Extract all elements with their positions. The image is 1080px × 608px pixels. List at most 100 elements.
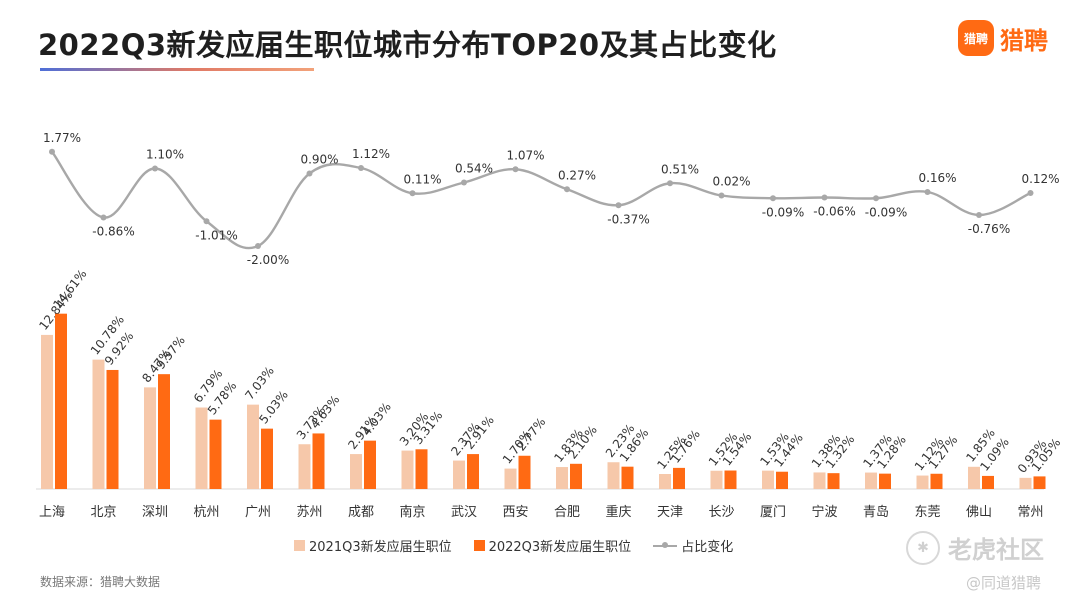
brand-logo-text: 猎聘 [1000, 26, 1048, 55]
bar-2021-18 [968, 466, 980, 489]
category-label-18: 佛山 [966, 505, 992, 520]
category-label-6: 成都 [348, 505, 374, 520]
change-point-1 [100, 214, 107, 221]
bar-2022-7 [415, 449, 428, 489]
change-point-17 [924, 189, 931, 195]
change-point-18 [976, 212, 982, 218]
bar-2022-17 [930, 473, 943, 489]
legend-item-2022: 2022Q3新发应届生职位 [473, 536, 632, 555]
change-point-3 [203, 218, 210, 225]
bar-2021-8 [453, 460, 465, 489]
chart-legend: 2021Q3新发应届生职位 2022Q3新发应届生职位 占比变化 [294, 536, 755, 555]
category-label-1: 北京 [90, 505, 116, 520]
change-point-9 [512, 166, 519, 173]
bar-2022-19 [1033, 476, 1046, 489]
bar-2021-3 [195, 407, 208, 489]
bar-2021-19 [1019, 477, 1032, 489]
bar-2022-0 [55, 313, 67, 489]
page-title: 2022Q3新发应届生职位城市分布TOP20及其占比变化 [38, 28, 777, 62]
bar-2022-5 [312, 433, 325, 489]
category-label-17: 东莞 [914, 505, 940, 520]
bar-2021-14 [762, 470, 774, 489]
legend-label-change: 占比变化 [681, 540, 734, 555]
legend-swatch-2022 [473, 540, 485, 551]
change-label-17: 0.16% [918, 171, 956, 185]
change-label-19: 0.12% [1021, 172, 1059, 186]
category-label-9: 西安 [502, 505, 528, 520]
change-label-5: 0.90% [300, 153, 338, 167]
bar-2021-13 [710, 470, 723, 489]
bar-2021-2 [144, 387, 156, 489]
bar-2021-5 [298, 444, 311, 489]
change-point-2 [152, 165, 158, 172]
change-point-0 [49, 148, 55, 155]
change-label-15: -0.06% [813, 205, 855, 219]
change-point-11 [615, 202, 622, 209]
change-label-8: 0.54% [455, 162, 493, 176]
category-label-3: 杭州 [193, 505, 219, 520]
change-point-19 [1027, 190, 1034, 196]
bar-2021-12 [659, 474, 671, 489]
bar-2022-15 [827, 473, 840, 489]
change-label-2: 1.10% [146, 148, 184, 162]
category-label-5: 苏州 [296, 504, 322, 520]
category-label-11: 重庆 [605, 504, 631, 520]
change-point-5 [306, 170, 313, 177]
bar-2022-14 [776, 471, 788, 489]
change-point-6 [358, 165, 364, 171]
change-label-18: -0.76% [968, 222, 1010, 236]
legend-label-2021: 2021Q3新发应届生职位 [309, 540, 452, 555]
change-label-6: 1.12% [352, 147, 390, 161]
bar-2021-4 [247, 404, 259, 489]
bar-2022-8 [467, 454, 479, 489]
change-point-10 [564, 186, 570, 193]
change-point-7 [409, 190, 416, 197]
change-label-10: 0.27% [558, 168, 596, 182]
category-label-8: 武汉 [451, 505, 477, 520]
bar-2022-13 [724, 470, 737, 489]
category-label-14: 厦门 [760, 505, 786, 520]
change-point-8 [461, 179, 467, 186]
brand-logo: 猎聘 猎聘 [958, 20, 1048, 56]
bar-2021-10 [556, 467, 568, 489]
category-label-10: 合肥 [554, 505, 580, 520]
bar-2022-16 [879, 473, 891, 489]
legend-swatch-change [653, 541, 678, 548]
change-point-16 [873, 195, 879, 202]
category-label-16: 青岛 [863, 504, 889, 520]
bar-2022-11 [621, 466, 634, 489]
change-point-13 [718, 192, 725, 199]
change-label-4: -2.00% [247, 253, 289, 267]
bar-2021-11 [607, 462, 620, 489]
change-label-12: 0.51% [661, 162, 699, 176]
watermark-primary-text: 老虎社区 [948, 536, 1044, 564]
legend-label-2022: 2022Q3新发应届生职位 [488, 540, 632, 555]
category-label-7: 南京 [399, 504, 425, 520]
change-label-16: -0.09% [865, 205, 907, 219]
bar-2022-2 [158, 374, 170, 489]
bar-label-2022-4: 5.03% [256, 388, 291, 427]
change-label-14: -0.09% [762, 205, 804, 219]
bar-2021-16 [865, 472, 877, 489]
category-label-15: 宁波 [811, 504, 837, 520]
paw-icon: ✱ [906, 530, 940, 565]
bar-2022-10 [570, 463, 582, 489]
data-source-note: 数据来源：猎聘大数据 [40, 575, 161, 589]
change-label-7: 0.11% [403, 172, 441, 186]
change-point-4 [255, 243, 261, 249]
category-label-2: 深圳 [142, 505, 168, 520]
category-label-13: 长沙 [708, 505, 734, 520]
bar-2021-17 [916, 475, 929, 489]
bar-2022-3 [209, 419, 222, 489]
bar-2022-18 [982, 475, 994, 489]
category-label-0: 上海 [39, 505, 65, 520]
bar-label-2022-0: 14.61% [50, 267, 89, 312]
change-label-3: -1.01% [195, 228, 237, 242]
change-label-9: 1.07% [506, 148, 544, 162]
change-label-1: -0.86% [92, 225, 134, 239]
watermark-primary: ✱ 老虎社区 [906, 530, 1044, 565]
bar-2021-0 [41, 334, 53, 489]
category-label-19: 常州 [1017, 505, 1043, 520]
bar-2021-9 [504, 468, 517, 489]
